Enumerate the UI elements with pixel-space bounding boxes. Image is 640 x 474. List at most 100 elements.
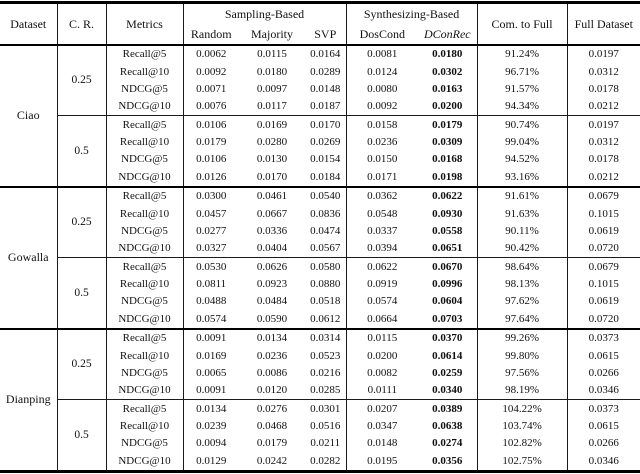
cr-value: 0.5: [57, 399, 107, 472]
table-row: 0.5 Recall@5 0.0106 0.0169 0.0170 0.0158 0.017…: [0, 115, 640, 187]
cell-full-dataset: 0.0615: [588, 420, 619, 432]
cell-doscond: 0.0207: [346, 399, 419, 418]
col-header-majority: Majority: [251, 27, 293, 41]
cell-majority: 0.0130: [256, 153, 288, 166]
cell-metric: NDCG@10: [106, 98, 184, 116]
cell-dconrec: 0.0163: [418, 80, 478, 99]
dataset-group-ciao: Ciao 0.25 Recall@5 0.0062 0.0115 0.0164 0.0081…: [0, 45, 640, 187]
cell-doscond: 0.0200: [367, 349, 398, 362]
col-header-dataset: Dataset: [0, 2, 58, 45]
cell-random: 0.0327: [196, 242, 227, 255]
table-row: NDCG@10 0.0091 0.0120 0.0285 0.0111 0.0340 98.…: [0, 382, 640, 400]
table-row: Gowalla 0.25 Recall@5 0.0300 0.0461 0.0540 0.0…: [0, 186, 640, 329]
cr-value: 0.5: [57, 257, 107, 329]
dataset-group-gowalla: Gowalla 0.25 Recall@5 0.0300 0.0461 0.0540 0.0…: [0, 186, 640, 329]
cell-majority: 0.0086: [256, 366, 288, 379]
cell-metric: NDCG@5: [106, 222, 184, 241]
table-row: NDCG@5 0.0065 0.0086 0.0216 0.0082 0.0259 97.5…: [0, 364, 640, 383]
cell-full-dataset: 0.0197: [567, 115, 640, 134]
group-header-synthesizing-based: Synthesizing-Based: [346, 2, 478, 24]
cell-majority: 0.0179: [256, 437, 288, 450]
cell-random: 0.0169: [196, 349, 227, 362]
cell-metric: Recall@5: [106, 399, 184, 418]
cell-com-to-full: 94.52%: [477, 151, 568, 169]
cell-svp: 0.0540: [305, 186, 347, 206]
cell-majority: 0.0923: [256, 278, 288, 290]
cell-full-dataset: 0.0266: [588, 366, 619, 379]
cell-doscond: 0.0394: [367, 242, 398, 255]
cell-full-dataset: 0.0212: [588, 170, 619, 183]
cell-majority: 0.0484: [256, 295, 288, 308]
cell-svp: 0.0285: [305, 382, 347, 400]
cell-random: 0.0457: [196, 207, 227, 220]
cell-dconrec: 0.0670: [418, 257, 478, 276]
cell-com-to-full: 91.24%: [477, 45, 568, 64]
cell-metric: Recall@10: [106, 63, 184, 81]
cell-majority: 0.0115: [257, 48, 287, 61]
cell-dconrec: 0.0703: [418, 310, 478, 329]
cell-doscond: 0.0082: [367, 366, 398, 379]
cell-dconrec: 0.0200: [418, 98, 478, 116]
cell-majority: 0.0667: [256, 207, 288, 220]
cell-majority: 0.0461: [256, 190, 288, 203]
cell-random: 0.0488: [196, 295, 227, 308]
cell-svp: 0.0836: [305, 205, 347, 223]
cell-random: 0.0094: [196, 437, 227, 450]
table-row: NDCG@10 0.0129 0.0242 0.0282 0.0195 0.0356 102…: [0, 452, 640, 472]
cell-svp: 0.0880: [305, 275, 347, 294]
table-row: NDCG@5 0.0094 0.0179 0.0211 0.0148 0.0274 102.…: [0, 435, 640, 453]
cell-full-dataset: 0.0178: [588, 82, 619, 95]
cell-svp: 0.0269: [305, 133, 347, 152]
cell-majority: 0.0276: [239, 399, 305, 418]
cell-random: 0.0574: [196, 312, 227, 325]
cell-random: 0.0179: [196, 136, 227, 149]
cell-majority: 0.0170: [256, 170, 288, 183]
cell-dconrec: 0.0996: [418, 275, 478, 294]
cell-majority: 0.0404: [256, 242, 288, 255]
cell-random: 0.0811: [196, 278, 227, 290]
cell-full-dataset: 0.0346: [588, 454, 619, 467]
cell-com-to-full: 90.74%: [477, 115, 568, 134]
cell-com-to-full: 99.80%: [477, 347, 568, 365]
cell-random: 0.0062: [196, 48, 227, 61]
cell-metric: Recall@5: [106, 257, 184, 276]
table-row: Recall@10 0.0457 0.0667 0.0836 0.0548 0.0930 9…: [0, 205, 640, 223]
cell-majority: 0.0134: [256, 332, 288, 345]
cell-com-to-full: 98.13%: [477, 275, 568, 294]
cell-dconrec: 0.0274: [418, 435, 478, 453]
header-row-subcolumns: Random Majority SVP DosCond DConRec: [0, 24, 640, 45]
cell-com-to-full: 97.56%: [477, 364, 568, 383]
cell-random: 0.0300: [196, 190, 227, 203]
cell-svp: 0.0164: [305, 45, 347, 64]
cell-metric: NDCG@5: [106, 435, 184, 453]
cell-full-dataset: 0.0212: [588, 100, 619, 113]
cr-value: 0.25: [57, 186, 107, 258]
cell-dconrec: 0.0259: [418, 364, 478, 383]
cell-full-dataset: 0.0197: [588, 48, 619, 61]
cell-com-to-full: 97.62%: [477, 293, 568, 311]
cell-metric: Recall@5: [106, 45, 184, 64]
col-header-dconrec: DConRec: [418, 24, 478, 45]
table-row: 0.5 Recall@5 0.0134 0.0276 0.0301 0.0207 0.038…: [0, 399, 640, 472]
cell-metric: NDCG@5: [106, 151, 184, 169]
table-row: NDCG@5 0.0071 0.0097 0.0148 0.0080 0.0163 91.5…: [0, 80, 640, 99]
table-row: NDCG@10 0.0327 0.0404 0.0567 0.0394 0.0651 90.…: [0, 240, 640, 258]
cell-com-to-full: 103.74%: [477, 417, 568, 436]
cell-com-to-full: 98.64%: [477, 257, 568, 276]
col-header-cr: C. R.: [57, 2, 107, 45]
dataset-label: Dianping: [0, 328, 58, 472]
cell-full-dataset: 0.0312: [588, 65, 619, 78]
cell-dconrec: 0.0309: [418, 133, 478, 152]
cell-doscond: 0.0236: [367, 136, 398, 149]
cell-doscond: 0.0158: [346, 115, 419, 134]
cell-metric: Recall@5: [106, 328, 184, 348]
cell-dconrec: 0.0604: [418, 293, 478, 311]
cell-doscond: 0.0664: [367, 312, 398, 325]
cell-dconrec: 0.0638: [418, 417, 478, 436]
cell-doscond: 0.0124: [367, 65, 398, 78]
cell-com-to-full: 97.64%: [477, 310, 568, 329]
col-header-com-to-full: Com. to Full: [477, 2, 568, 45]
cell-majority: 0.0180: [256, 65, 288, 78]
cell-com-to-full: 90.11%: [477, 222, 568, 241]
